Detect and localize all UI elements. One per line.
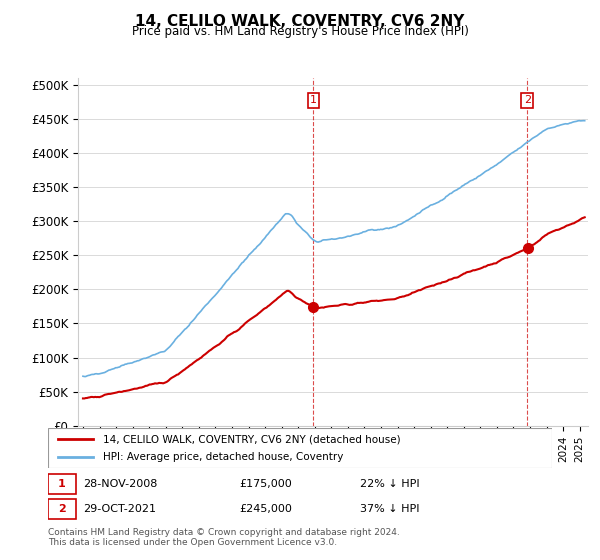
Text: Contains HM Land Registry data © Crown copyright and database right 2024.
This d: Contains HM Land Registry data © Crown c… [48,528,400,547]
Text: Price paid vs. HM Land Registry's House Price Index (HPI): Price paid vs. HM Land Registry's House … [131,25,469,38]
Text: 28-NOV-2008: 28-NOV-2008 [83,479,158,489]
Text: 37% ↓ HPI: 37% ↓ HPI [361,504,420,514]
Text: 22% ↓ HPI: 22% ↓ HPI [361,479,420,489]
Text: HPI: Average price, detached house, Coventry: HPI: Average price, detached house, Cove… [103,451,344,461]
Text: 29-OCT-2021: 29-OCT-2021 [83,504,156,514]
Text: 2: 2 [524,95,531,105]
Text: £245,000: £245,000 [239,504,292,514]
Text: 1: 1 [58,479,65,489]
Text: 14, CELILO WALK, COVENTRY, CV6 2NY: 14, CELILO WALK, COVENTRY, CV6 2NY [136,14,464,29]
Text: 1: 1 [310,95,317,105]
Text: 14, CELILO WALK, COVENTRY, CV6 2NY (detached house): 14, CELILO WALK, COVENTRY, CV6 2NY (deta… [103,435,401,445]
Text: £175,000: £175,000 [239,479,292,489]
FancyBboxPatch shape [48,428,552,468]
FancyBboxPatch shape [48,499,76,519]
FancyBboxPatch shape [48,474,76,494]
Text: 2: 2 [58,504,65,514]
